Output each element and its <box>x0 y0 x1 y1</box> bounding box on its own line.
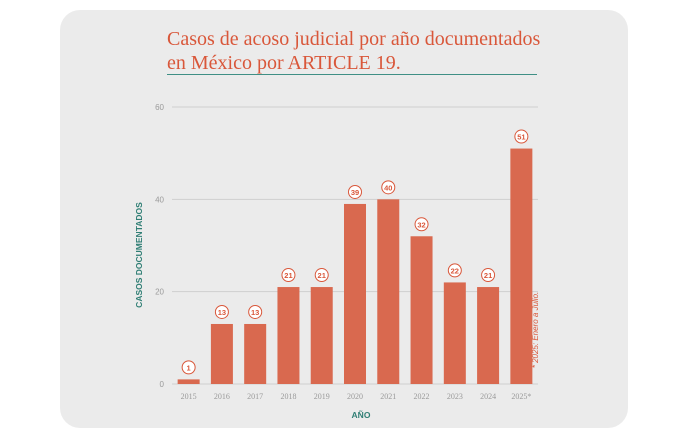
bar <box>344 203 366 384</box>
y-tick-label: 0 <box>160 380 165 389</box>
bar <box>277 287 300 384</box>
x-tick-label: 2017 <box>247 392 263 401</box>
data-label-circle <box>514 129 529 144</box>
data-label: 1 <box>187 363 191 372</box>
data-label-circle <box>481 268 496 283</box>
bar <box>477 287 500 384</box>
data-label: 21 <box>318 271 326 280</box>
bar <box>410 236 433 384</box>
data-label-circle <box>248 304 263 319</box>
y-tick-label: 20 <box>155 288 164 297</box>
data-label-circle <box>281 268 296 283</box>
bar <box>510 148 533 384</box>
data-label: 13 <box>251 308 259 317</box>
data-label-circle <box>381 180 396 195</box>
data-label: 13 <box>218 308 226 317</box>
footnote: * 2025: Enero a Julio. <box>531 292 540 369</box>
data-label-circle <box>414 217 429 232</box>
title-underline <box>167 74 537 75</box>
chart-title: Casos de acoso judicial por año document… <box>167 28 541 74</box>
bar <box>443 282 466 384</box>
data-label-circle <box>214 304 229 319</box>
y-tick-label: 60 <box>155 103 164 112</box>
x-tick-label: 2021 <box>380 392 396 401</box>
x-tick-label: 2022 <box>414 392 430 401</box>
bars <box>177 148 533 384</box>
data-label: 22 <box>451 266 459 275</box>
x-tick-label: 2020 <box>347 392 363 401</box>
bar <box>210 323 233 384</box>
data-label-circle <box>447 263 462 278</box>
bar <box>244 323 267 384</box>
x-tick-label: 2019 <box>314 392 330 401</box>
data-label: 32 <box>417 220 425 229</box>
data-label: 21 <box>284 271 292 280</box>
x-tick-label: 2025* <box>511 392 531 401</box>
x-tick-label: 2023 <box>447 392 463 401</box>
x-tick-labels: 2015 2016 2017 2018 2019 2020 2021 2022 2023 2024… <box>181 392 532 401</box>
x-tick-label: 2016 <box>214 392 230 401</box>
x-axis-title: AÑO <box>352 410 371 420</box>
data-label-circle <box>314 268 329 283</box>
data-label: 21 <box>484 271 492 280</box>
bar <box>310 287 333 384</box>
data-label: 40 <box>384 183 392 192</box>
data-label-circle <box>181 360 196 375</box>
x-tick-label: 2018 <box>280 392 296 401</box>
data-label: 51 <box>517 133 525 142</box>
x-tick-label: 2024 <box>480 392 496 401</box>
data-labels: 1 13 13 21 21 39 40 32 22 21 51 <box>181 129 529 375</box>
bar <box>177 379 200 384</box>
y-axis-title: CASOS DOCUMENTADOS <box>134 202 144 308</box>
data-label-circle <box>348 184 362 199</box>
y-tick-labels: 0 20 40 60 <box>155 103 164 389</box>
data-label: 39 <box>351 188 359 197</box>
y-tick-label: 40 <box>155 195 164 204</box>
x-tick-label: 2015 <box>181 392 197 401</box>
gridlines <box>172 106 538 385</box>
bar <box>377 199 400 384</box>
